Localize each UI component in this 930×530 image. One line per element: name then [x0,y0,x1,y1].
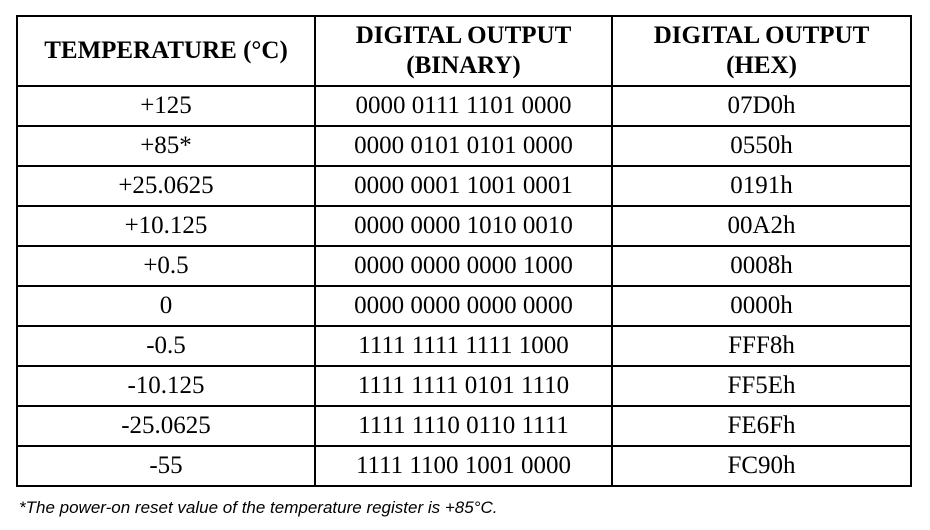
hex-cell: FE6Fh [611,405,912,447]
temperature-cell: -55 [16,445,316,487]
table-row: +125 0000 0111 1101 0000 07D0h [16,85,912,127]
header-row: TEMPERATURE (°C) DIGITAL OUTPUT (BINARY)… [16,15,912,87]
binary-cell: 0000 0000 0000 1000 [314,245,613,287]
table-header: TEMPERATURE (°C) DIGITAL OUTPUT (BINARY)… [16,15,912,87]
temperature-cell: -0.5 [16,325,316,367]
temperature-conversion-table-container: TEMPERATURE (°C) DIGITAL OUTPUT (BINARY)… [16,15,912,487]
table-row: -25.0625 1111 1110 0110 1111 FE6Fh [16,405,912,447]
hex-cell: FFF8h [611,325,912,367]
temperature-cell: -25.0625 [16,405,316,447]
temperature-cell: 0 [16,285,316,327]
binary-cell: 1111 1111 1111 1000 [314,325,613,367]
header-hex-line-2: (HEX) [726,52,797,79]
binary-cell: 0000 0001 1001 0001 [314,165,613,207]
hex-cell: FC90h [611,445,912,487]
header-hex-line-1: DIGITAL OUTPUT [653,22,870,49]
table-body: +125 0000 0111 1101 0000 07D0h +85* 0000… [16,85,912,487]
footnote: *The power-on reset value of the tempera… [19,498,498,517]
hex-cell: 0000h [611,285,912,327]
hex-cell: FF5Eh [611,365,912,407]
table-row: -55 1111 1100 1001 0000 FC90h [16,445,912,487]
table-row: -0.5 1111 1111 1111 1000 FFF8h [16,325,912,367]
binary-cell: 1111 1100 1001 0000 [314,445,613,487]
binary-cell: 0000 0000 0000 0000 [314,285,613,327]
header-temperature: TEMPERATURE (°C) [16,15,316,87]
hex-cell: 00A2h [611,205,912,247]
header-binary-line-1: DIGITAL OUTPUT [355,22,572,49]
header-binary-line-2: (BINARY) [406,52,521,79]
table-row: +25.0625 0000 0001 1001 0001 0191h [16,165,912,207]
temperature-conversion-table: TEMPERATURE (°C) DIGITAL OUTPUT (BINARY)… [16,15,912,487]
binary-cell: 0000 0101 0101 0000 [314,125,613,167]
binary-cell: 0000 0000 1010 0010 [314,205,613,247]
table-row: 0 0000 0000 0000 0000 0000h [16,285,912,327]
binary-cell: 1111 1111 0101 1110 [314,365,613,407]
temperature-cell: -10.125 [16,365,316,407]
binary-cell: 0000 0111 1101 0000 [314,85,613,127]
header-temperature-label: TEMPERATURE (°C) [44,37,288,64]
table-row: +0.5 0000 0000 0000 1000 0008h [16,245,912,287]
table-row: +10.125 0000 0000 1010 0010 00A2h [16,205,912,247]
header-binary: DIGITAL OUTPUT (BINARY) [314,15,613,87]
binary-cell: 1111 1110 0110 1111 [314,405,613,447]
temperature-cell: +25.0625 [16,165,316,207]
hex-cell: 0191h [611,165,912,207]
table-row: +85* 0000 0101 0101 0000 0550h [16,125,912,167]
hex-cell: 0008h [611,245,912,287]
temperature-cell: +125 [16,85,316,127]
hex-cell: 0550h [611,125,912,167]
table-row: -10.125 1111 1111 0101 1110 FF5Eh [16,365,912,407]
temperature-cell: +85* [16,125,316,167]
hex-cell: 07D0h [611,85,912,127]
temperature-cell: +0.5 [16,245,316,287]
header-hex: DIGITAL OUTPUT (HEX) [611,15,912,87]
temperature-cell: +10.125 [16,205,316,247]
